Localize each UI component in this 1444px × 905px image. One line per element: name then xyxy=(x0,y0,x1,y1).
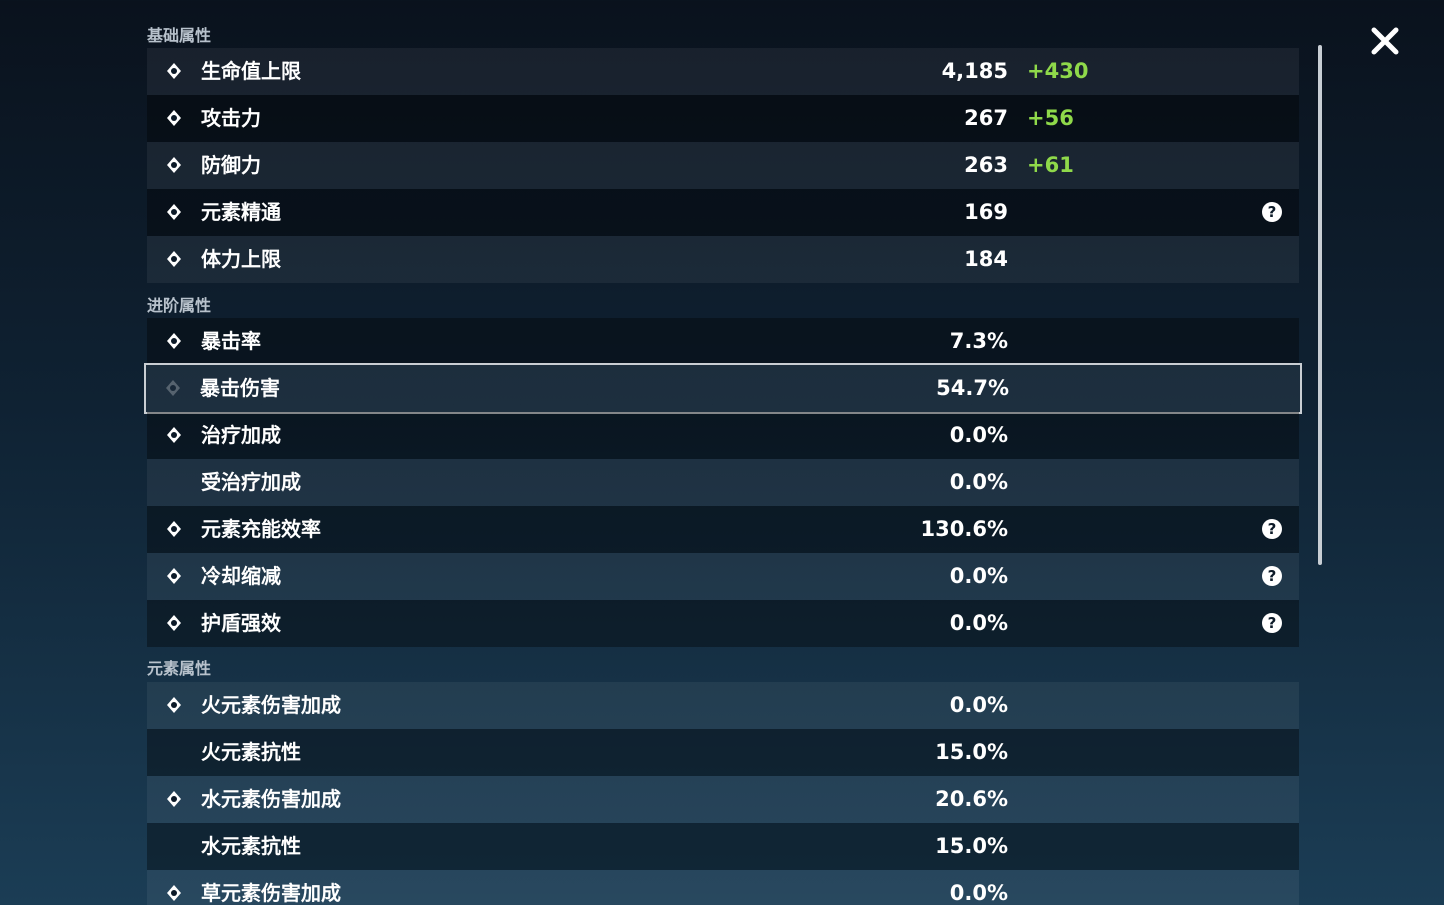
help-button[interactable]: ? xyxy=(1262,202,1282,222)
stat-row[interactable]: 火元素伤害加成 0.0% xyxy=(147,682,1299,729)
stat-value: 267 xyxy=(964,106,1008,130)
stat-label: 生命值上限 xyxy=(201,59,301,83)
stat-value: 54.7% xyxy=(936,376,1009,400)
stat-value: 4,185 xyxy=(941,59,1008,83)
stat-row[interactable]: 暴击伤害 54.7% xyxy=(144,363,1302,414)
help-button[interactable]: ? xyxy=(1262,519,1282,539)
stat-label: 护盾强效 xyxy=(201,611,281,635)
stat-icon xyxy=(165,332,183,350)
section-title: 基础属性 xyxy=(147,26,212,45)
stat-value: 184 xyxy=(964,247,1008,271)
stat-row[interactable]: 防御力 263 +61 xyxy=(147,142,1299,189)
stat-icon xyxy=(165,62,183,80)
stat-label: 冷却缩减 xyxy=(201,564,281,588)
stat-label: 体力上限 xyxy=(201,247,281,271)
stat-row[interactable]: 攻击力 267 +56 xyxy=(147,95,1299,142)
stat-row[interactable]: 草元素伤害加成 0.0% xyxy=(147,870,1299,905)
close-button[interactable] xyxy=(1370,26,1400,56)
stat-row[interactable]: 水元素抗性 15.0% xyxy=(147,823,1299,870)
stat-value: 15.0% xyxy=(935,740,1008,764)
stat-icon xyxy=(165,156,183,174)
stat-value: 0.0% xyxy=(949,881,1008,905)
stat-label: 水元素伤害加成 xyxy=(201,787,341,811)
stat-row[interactable]: 受治疗加成 0.0% xyxy=(147,459,1299,506)
stat-value: 0.0% xyxy=(949,423,1008,447)
stat-label: 草元素伤害加成 xyxy=(201,881,341,905)
stat-icon xyxy=(165,109,183,127)
stat-label: 防御力 xyxy=(201,153,261,177)
stat-value: 15.0% xyxy=(935,834,1008,858)
help-button[interactable]: ? xyxy=(1262,613,1282,633)
stat-label: 火元素抗性 xyxy=(201,740,301,764)
stat-row[interactable]: 暴击率 7.3% xyxy=(147,318,1299,365)
stat-row[interactable]: 护盾强效 0.0%? xyxy=(147,600,1299,647)
stat-bonus: +56 xyxy=(1027,106,1074,130)
stat-value: 20.6% xyxy=(935,787,1008,811)
stat-value: 0.0% xyxy=(949,693,1008,717)
stat-value: 0.0% xyxy=(949,611,1008,635)
stat-icon xyxy=(165,203,183,221)
stat-icon xyxy=(165,696,183,714)
stat-icon xyxy=(165,426,183,444)
stat-row[interactable]: 水元素伤害加成 20.6% xyxy=(147,776,1299,823)
scrollbar[interactable] xyxy=(1318,45,1322,565)
stat-row[interactable]: 体力上限 184 xyxy=(147,236,1299,283)
stat-label: 元素精通 xyxy=(201,200,281,224)
stat-value: 0.0% xyxy=(949,564,1008,588)
stat-value: 0.0% xyxy=(949,470,1008,494)
stat-bonus: +430 xyxy=(1027,59,1089,83)
stat-label: 攻击力 xyxy=(201,106,261,130)
stat-value: 263 xyxy=(964,153,1008,177)
stat-label: 元素充能效率 xyxy=(201,517,321,541)
stat-label: 火元素伤害加成 xyxy=(201,693,341,717)
stat-icon xyxy=(165,520,183,538)
stat-row[interactable]: 生命值上限 4,185 +430 xyxy=(147,48,1299,95)
stat-value: 169 xyxy=(964,200,1008,224)
stat-icon xyxy=(165,250,183,268)
stat-row[interactable]: 元素充能效率 130.6%? xyxy=(147,506,1299,553)
stat-row[interactable]: 冷却缩减 0.0%? xyxy=(147,553,1299,600)
stat-icon xyxy=(165,567,183,585)
stat-icon xyxy=(165,790,183,808)
stat-label: 水元素抗性 xyxy=(201,834,301,858)
stat-value: 7.3% xyxy=(949,329,1008,353)
stat-icon xyxy=(165,884,183,902)
section-title: 进阶属性 xyxy=(147,296,212,315)
section-title: 元素属性 xyxy=(147,659,212,678)
stat-icon xyxy=(164,379,182,397)
stat-icon xyxy=(165,614,183,632)
stat-row[interactable]: 治疗加成 0.0% xyxy=(147,412,1299,459)
stat-label: 暴击伤害 xyxy=(200,376,280,400)
stat-label: 暴击率 xyxy=(201,329,261,353)
stat-value: 130.6% xyxy=(920,517,1008,541)
stat-label: 受治疗加成 xyxy=(201,470,301,494)
stat-label: 治疗加成 xyxy=(201,423,281,447)
stat-row[interactable]: 火元素抗性 15.0% xyxy=(147,729,1299,776)
stat-bonus: +61 xyxy=(1027,153,1074,177)
help-button[interactable]: ? xyxy=(1262,566,1282,586)
stat-row[interactable]: 元素精通 169? xyxy=(147,189,1299,236)
